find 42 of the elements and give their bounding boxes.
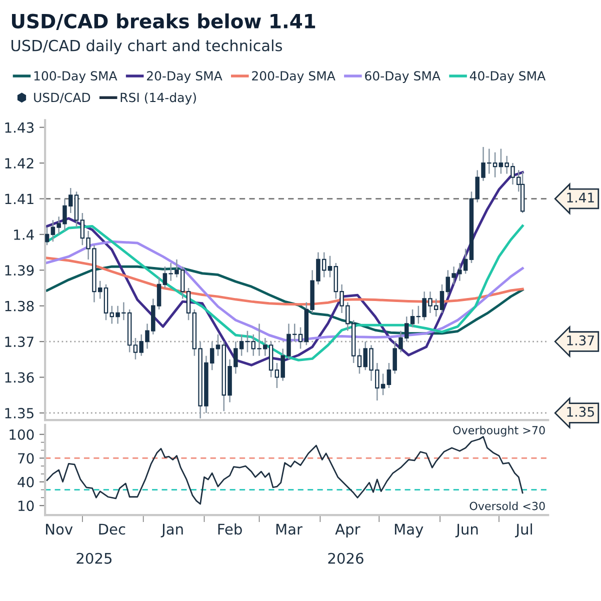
y-tick-label: 1.37: [5, 336, 34, 348]
candlestick: [216, 334, 220, 356]
legend-label: 200-Day SMA: [252, 71, 336, 83]
legend-label: 40-Day SMA: [470, 71, 546, 83]
legend-label: 20-Day SMA: [146, 71, 222, 83]
legend-label: 100-Day SMA: [34, 71, 118, 83]
y-tick-label: 1.39: [5, 265, 34, 276]
x-tick-label: Dec: [99, 524, 126, 535]
ref-line-label: Oversold <30: [470, 502, 545, 510]
x-tick-label: May: [394, 524, 424, 538]
x-tick-label: Mar: [276, 524, 302, 535]
legend-label: USD/CAD: [34, 92, 90, 104]
y-tick-label: 1.4: [14, 230, 34, 240]
x-tick-label: Feb: [218, 523, 242, 535]
legend-label: 60-Day SMA: [365, 71, 440, 83]
chart-title: USD/CAD breaks below 1.41: [12, 13, 316, 30]
text: 2026: [328, 552, 364, 564]
ref-line-label: 1.41: [567, 192, 594, 202]
line-series: [46, 240, 524, 342]
candlestick: [328, 255, 332, 278]
x-tick-label: Jul: [514, 523, 532, 538]
y-tick-label: 100: [10, 429, 34, 440]
ref-line-label: 1.35: [567, 406, 594, 417]
x-tick-label: Apr: [335, 524, 360, 538]
ref-line-label: Overbought >70: [453, 426, 545, 437]
y-tick-label: 1.38: [5, 300, 34, 312]
y-tick-label: 1.41: [5, 194, 34, 204]
y-tick-label: 40: [18, 476, 34, 488]
ref-line-label: 1.37: [567, 335, 594, 346]
y-tick-label: 10: [18, 500, 34, 512]
y-tick-label: 70: [18, 453, 34, 464]
x-tick-label: Jun: [455, 524, 478, 538]
y-tick-label: 1.43: [5, 122, 34, 133]
legend-label: RSI (14-day): [120, 92, 196, 105]
y-tick-label: 1.42: [5, 158, 34, 168]
y-tick-label: 1.36: [5, 372, 34, 383]
chart-subtitle: USD/CAD daily chart and technicals: [12, 39, 282, 54]
y-tick-label: 1.35: [5, 408, 34, 418]
x-tick-label: Nov: [46, 524, 73, 535]
x-tick-label: Jan: [160, 524, 183, 538]
candlestick: [440, 284, 444, 314]
text: 2025: [76, 552, 112, 564]
